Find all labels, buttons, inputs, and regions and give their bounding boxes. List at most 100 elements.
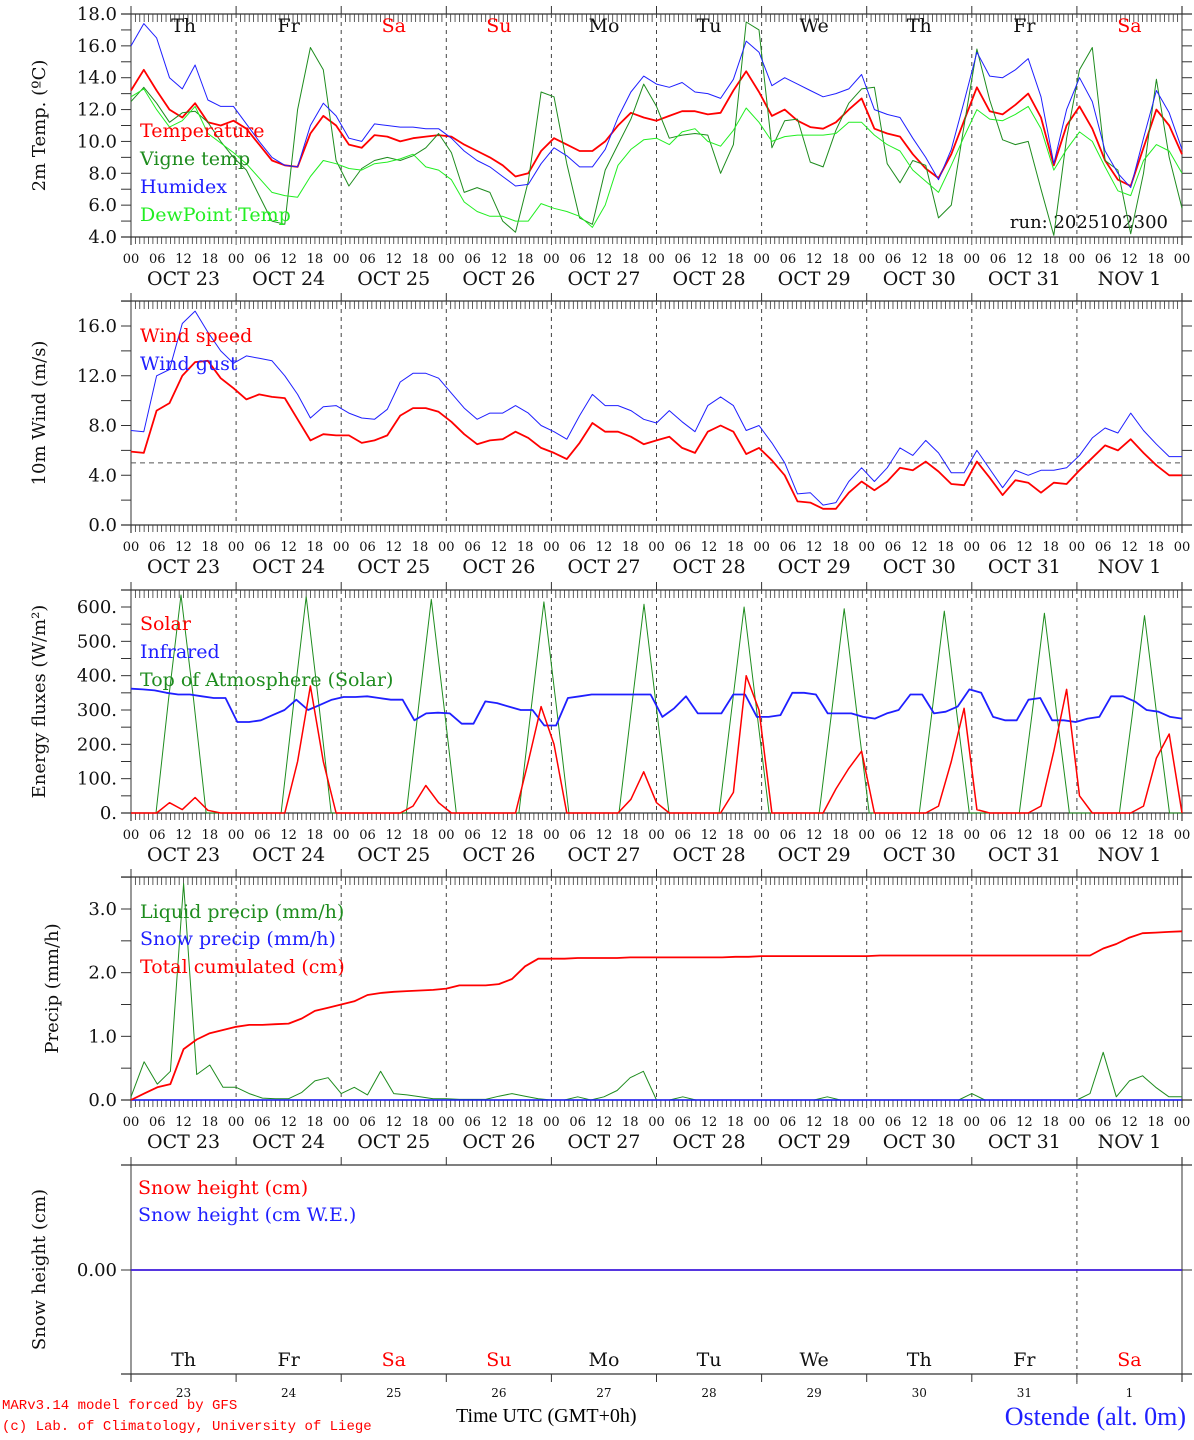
hour-label: 12 [280,540,297,555]
hour-label: 18 [202,252,219,267]
hour-label: 12 [1121,252,1138,267]
day-label: Sa [382,15,406,37]
hour-label: 12 [491,828,508,843]
hour-label: 00 [648,1115,665,1130]
date-label: OCT 27 [567,268,640,290]
hour-label: 12 [1121,540,1138,555]
hour-label: 12 [596,540,613,555]
hour-label: 00 [228,1115,245,1130]
series-wind-gust [130,310,1182,506]
hour-label: 00 [123,252,140,267]
hour-label: 18 [307,252,324,267]
hour-label: 12 [911,540,928,555]
hour-label: 00 [648,540,665,555]
hour-label: 18 [517,1115,534,1130]
date-label: OCT 24 [252,268,325,290]
hour-label: 18 [517,252,534,267]
hour-label: 00 [543,540,560,555]
date-label: OCT 27 [567,556,640,578]
hour-label: 06 [569,1115,586,1130]
hour-label: 18 [1042,540,1059,555]
hour-label: 06 [1095,1115,1112,1130]
hour-label: 12 [911,252,928,267]
hour-label: 06 [464,540,481,555]
date-label: OCT 30 [883,556,956,578]
legend-entry: Humidex [140,176,227,198]
hour-label: 06 [990,1115,1007,1130]
hour-label: 00 [648,252,665,267]
hour-label: 00 [964,252,981,267]
y-tick-label: 500. [77,631,117,652]
hour-label: 12 [806,1115,823,1130]
y-tick-label: 3.0 [88,899,117,920]
hour-label: 18 [1042,1115,1059,1130]
hour-label: 18 [937,252,954,267]
hour-label: 18 [307,828,324,843]
hour-label: 00 [964,1115,981,1130]
date-label: OCT 24 [252,844,325,866]
hour-label: 06 [675,540,692,555]
hour-label: 18 [622,828,639,843]
hour-label: 12 [1016,540,1033,555]
series-solar [131,674,1183,814]
hour-label: 06 [464,1115,481,1130]
day-label: Th [171,1349,196,1371]
y-tick-label: 10.0 [77,131,117,152]
hour-label: 00 [543,1115,560,1130]
hour-label: 00 [228,540,245,555]
date-label: OCT 23 [147,844,220,866]
hour-label: 00 [228,828,245,843]
hour-label: 00 [964,828,981,843]
date-label: OCT 31 [988,1131,1061,1153]
date-label: OCT 26 [462,1131,535,1153]
hour-label: 00 [333,540,350,555]
day-number: 23 [176,1386,191,1400]
hour-label: 00 [1174,828,1191,843]
hour-label: 00 [1174,1115,1191,1130]
date-label: OCT 31 [988,268,1061,290]
day-label: We [800,1349,829,1371]
hour-label: 12 [385,540,402,555]
hour-label: 06 [464,828,481,843]
day-number: 28 [701,1386,716,1400]
hour-label: 06 [149,540,166,555]
hour-label: 06 [149,1115,166,1130]
date-label: OCT 26 [462,844,535,866]
hour-label: 00 [1069,252,1086,267]
model-credit: MARv3.14 model forced by GFS [2,1398,238,1414]
date-label: OCT 29 [778,268,851,290]
y-tick-label: 600. [77,597,117,618]
hour-label: 12 [596,828,613,843]
hour-label: 12 [175,1115,192,1130]
y-tick-label: 1.0 [88,1026,117,1047]
legend-entry: Temperature [140,120,264,142]
date-label: OCT 24 [252,1131,325,1153]
hour-label: 00 [123,540,140,555]
series-vigne-temp [130,21,1183,236]
hour-label: 06 [1095,252,1112,267]
hour-label: 12 [385,828,402,843]
hour-label: 06 [569,252,586,267]
hour-label: 06 [254,252,271,267]
hour-label: 06 [359,540,376,555]
date-label: OCT 27 [567,1131,640,1153]
day-label: Tu [697,15,722,37]
hour-label: 00 [228,252,245,267]
y-tick-label: 16.0 [77,316,117,337]
hour-label: 06 [149,252,166,267]
day-label: Sa [1117,1349,1141,1371]
y-axis-label: Snow height (cm) [29,1189,50,1350]
day-number: 31 [1017,1386,1032,1400]
day-label: Sa [382,1349,406,1371]
y-tick-label: 8.0 [88,163,117,184]
time-axis-label: Time UTC (GMT+0h) [456,1405,637,1427]
day-label: Su [486,1349,511,1371]
legend-entry: Top of Atmosphere (Solar) [140,669,393,691]
hour-label: 18 [832,540,849,555]
hour-label: 06 [359,252,376,267]
hour-label: 18 [622,252,639,267]
hour-label: 18 [412,1115,429,1130]
hour-label: 18 [1147,540,1164,555]
hour-label: 18 [832,828,849,843]
